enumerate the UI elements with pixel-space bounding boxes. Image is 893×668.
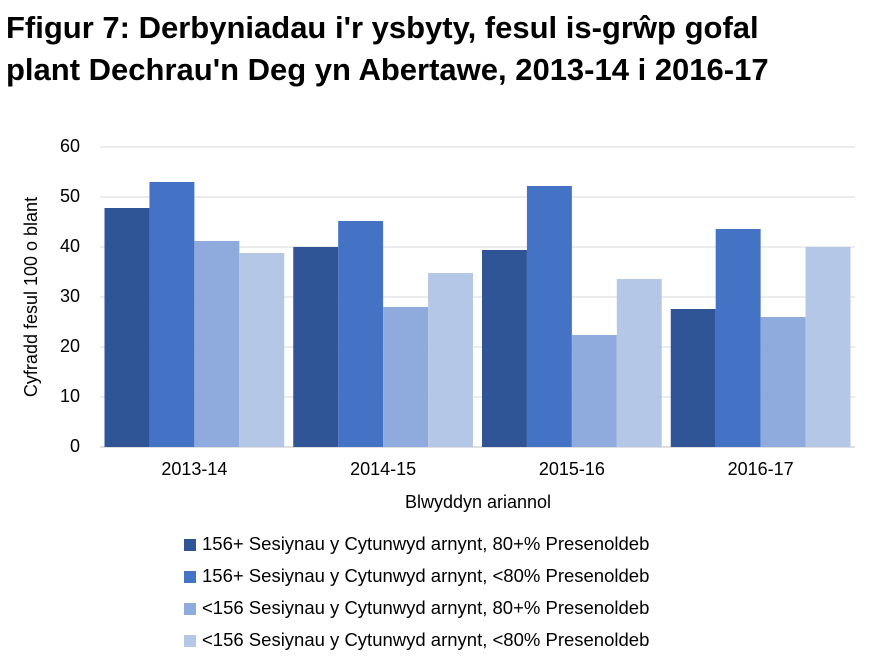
legend-label: 156+ Sesiynau y Cytunwyd arnynt, <80% Pr…	[202, 565, 649, 586]
legend-swatch	[184, 571, 196, 583]
bar	[383, 307, 429, 447]
legend-label: <156 Sesiynau y Cytunwyd arnynt, 80+% Pr…	[202, 597, 649, 618]
bar	[805, 247, 851, 447]
x-axis-label: Blwyddyn ariannol	[405, 492, 551, 512]
y-tick-label: 20	[60, 336, 80, 356]
x-tick-label: 2015-16	[539, 459, 605, 479]
x-tick-label: 2016-17	[728, 459, 794, 479]
y-tick-label: 40	[60, 236, 80, 256]
bar	[715, 229, 761, 447]
bar	[428, 273, 473, 447]
bar	[338, 221, 384, 447]
y-tick-label: 30	[60, 286, 80, 306]
bar	[482, 250, 527, 447]
y-tick-label: 50	[60, 186, 80, 206]
legend-swatch	[184, 539, 196, 551]
bar	[670, 309, 716, 447]
bar	[526, 186, 572, 447]
bar	[239, 253, 285, 447]
y-tick-label: 0	[70, 436, 80, 456]
y-axis-label: Cyfradd fesul 100 o blant	[21, 197, 41, 397]
bar	[616, 279, 662, 447]
bar	[104, 208, 150, 447]
bar	[293, 247, 339, 447]
y-tick-label: 10	[60, 386, 80, 406]
x-tick-label: 2013-14	[161, 459, 227, 479]
legend-swatch	[184, 603, 196, 615]
bar	[194, 241, 240, 447]
bar	[571, 335, 617, 447]
chart-title: plant Dechrau'n Deg yn Abertawe, 2013-14…	[6, 52, 769, 87]
bar	[760, 317, 806, 447]
y-tick-label: 60	[60, 136, 80, 156]
legend-swatch	[184, 635, 196, 647]
legend-label: 156+ Sesiynau y Cytunwyd arnynt, 80+% Pr…	[202, 533, 649, 554]
bar	[149, 182, 195, 447]
legend-label: <156 Sesiynau y Cytunwyd arnynt, <80% Pr…	[202, 629, 649, 650]
x-tick-label: 2014-15	[350, 459, 416, 479]
chart-title: Ffigur 7: Derbyniadau i'r ysbyty, fesul …	[6, 10, 759, 45]
